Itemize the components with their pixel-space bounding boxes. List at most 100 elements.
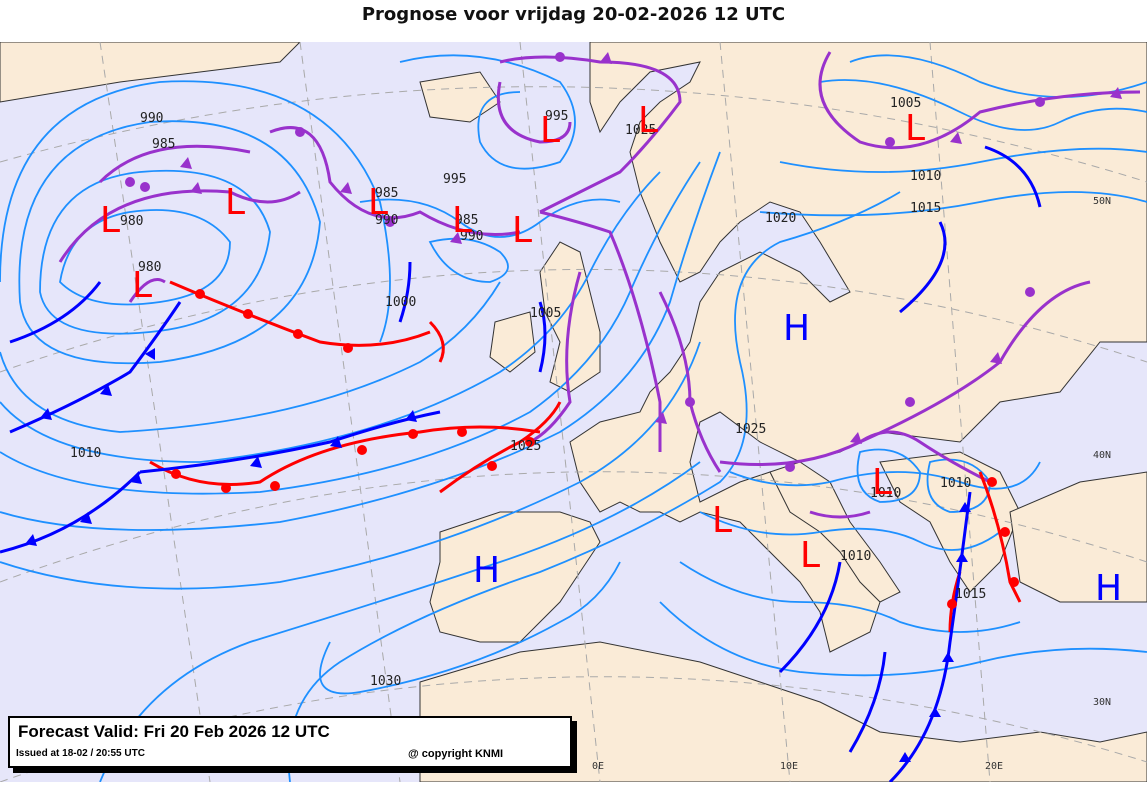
isobar-label: 1015	[955, 587, 986, 602]
isobar-label: 1005	[890, 96, 921, 111]
high-pressure-center: H	[783, 308, 810, 349]
cold-front	[888, 491, 972, 782]
low-pressure-center: L	[225, 182, 245, 223]
isobar-label: 980	[120, 214, 143, 229]
land-turkey	[1009, 471, 1147, 603]
graticule-labels: 50N 40N 30N 0E 10E 20E	[592, 196, 1111, 772]
legend-valid-time: Forecast Valid: Fri 20 Feb 2026 12 UTC	[18, 722, 330, 741]
cold-front	[398, 261, 412, 323]
land-masses	[0, 42, 1147, 782]
cold-front	[0, 470, 142, 554]
isobar-label: 1005	[530, 306, 561, 321]
legend-issued-time: Issued at 18-02 / 20:55 UTC	[16, 748, 145, 759]
isobar	[699, 511, 1001, 551]
isobar	[0, 161, 701, 495]
isobar	[759, 191, 1147, 217]
occluded-front	[818, 51, 1141, 150]
front-symbols	[25, 52, 1122, 762]
isobar-label: 1010	[940, 476, 971, 491]
isobar	[856, 448, 921, 503]
cold-front	[984, 145, 1042, 208]
cold-front	[9, 281, 102, 344]
occluded-front	[496, 81, 572, 144]
land-iceland	[419, 71, 501, 123]
occluded-front	[809, 510, 871, 519]
low-pressure-center: L	[712, 500, 732, 541]
isobar-label: 985	[375, 186, 398, 201]
isobar-label: 990	[140, 111, 163, 126]
low-pressure-center: L	[132, 265, 152, 306]
legend-box: Forecast Valid: Fri 20 Feb 2026 12 UTC I…	[8, 716, 572, 768]
low-pressure-center: L	[638, 100, 658, 141]
occluded-front	[128, 278, 166, 303]
isobar-label: 1030	[370, 674, 401, 689]
isobar-label: 1010	[870, 486, 901, 501]
isobar	[99, 461, 701, 782]
graticule-label: 10E	[780, 761, 798, 772]
low-pressure-center: L	[540, 110, 560, 151]
warm-front	[978, 471, 1022, 603]
cold-front	[778, 561, 842, 674]
isobar	[0, 341, 701, 590]
land-greenland	[0, 42, 301, 103]
graticule-label: 50N	[1093, 196, 1111, 207]
isobar	[59, 209, 231, 306]
low-pressure-center: L	[905, 108, 925, 149]
isobar	[18, 120, 321, 365]
low-pressure-center: L	[452, 200, 472, 241]
isobars	[0, 54, 1147, 782]
isobar-label: 1025	[735, 422, 766, 437]
isobar	[0, 151, 721, 531]
low-pressure-center: L	[872, 462, 892, 503]
warm-front	[149, 425, 541, 486]
isobar	[679, 561, 1021, 633]
land-ireland	[489, 311, 536, 373]
warm-front-semicircles	[171, 289, 1019, 609]
isobar	[287, 191, 901, 782]
occluded-front	[98, 144, 251, 184]
occluded-front	[529, 271, 582, 444]
graticule-label: 30N	[1093, 697, 1111, 708]
low-pressure-center: L	[512, 210, 532, 251]
warm-front	[439, 401, 562, 494]
cold-front-triangles	[25, 348, 971, 762]
isobar-label: 980	[138, 260, 161, 275]
isobar-label: 990	[460, 229, 483, 244]
warm-front	[169, 280, 431, 347]
graticule-label: 40N	[1093, 450, 1111, 461]
cold-front	[899, 221, 947, 314]
isobar	[319, 561, 621, 695]
isobar-label: 995	[545, 109, 568, 124]
isobar	[428, 237, 509, 283]
isobar-label: 985	[152, 137, 175, 152]
low-pressure-center: L	[100, 200, 120, 241]
occluded-front	[719, 280, 1091, 466]
isobar	[729, 461, 1041, 490]
isobar-label: 995	[443, 172, 466, 187]
isobar	[399, 54, 576, 170]
warm-front	[428, 320, 445, 363]
occluded-front	[269, 126, 521, 236]
isobar-label: 990	[375, 213, 398, 228]
isobar	[359, 198, 621, 238]
isobar	[0, 171, 661, 463]
occluded-front-symbols	[125, 52, 1122, 472]
isobar	[819, 79, 1147, 131]
high-pressure-center: H	[1095, 568, 1122, 609]
isobar-label: 1015	[910, 201, 941, 216]
occluded-front	[539, 210, 662, 452]
isobar-label: 1025	[510, 439, 541, 454]
low-pressure-center: L	[800, 535, 820, 576]
cold-front	[538, 301, 547, 373]
isobar-label: 1010	[70, 446, 101, 461]
isobar	[926, 458, 991, 513]
isobar	[779, 147, 1147, 173]
isobar	[39, 169, 271, 335]
isobar-label: 1020	[765, 211, 796, 226]
isobar	[0, 281, 501, 433]
legend-copyright: @ copyright KNMI	[408, 748, 504, 760]
cold-front	[139, 410, 441, 474]
isobar-label: 985	[455, 213, 478, 228]
graticule-label: 20E	[985, 761, 1003, 772]
